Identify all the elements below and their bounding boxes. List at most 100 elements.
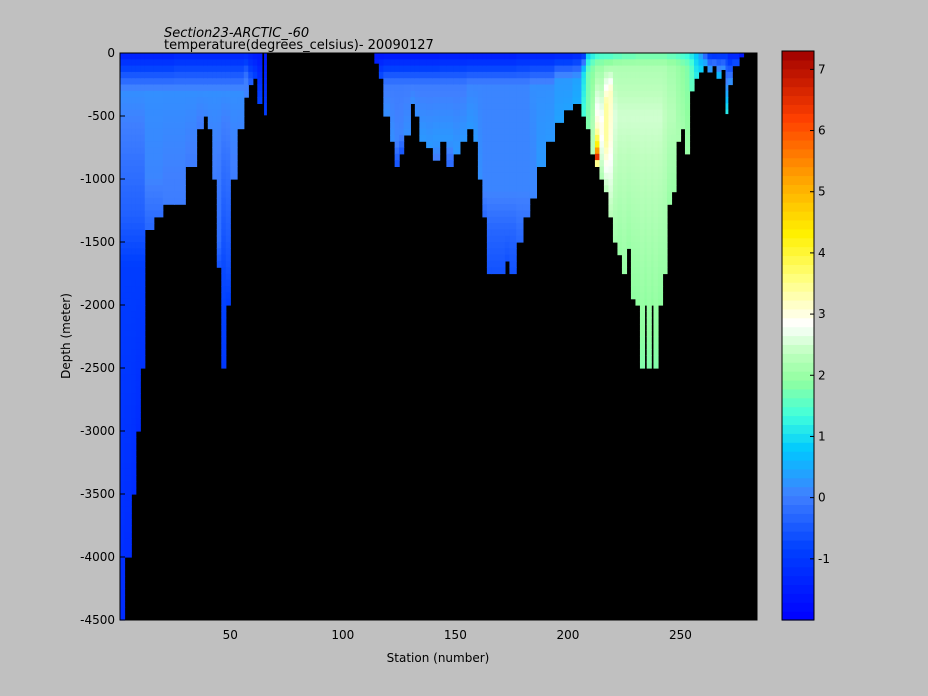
data-cell — [651, 103, 655, 111]
data-cell — [516, 147, 524, 155]
data-cell — [594, 97, 601, 104]
data-cell — [410, 84, 416, 92]
data-cell — [635, 109, 641, 117]
data-cell — [486, 185, 492, 193]
data-cell — [590, 71, 596, 79]
data-cell — [153, 172, 164, 180]
data-cell — [522, 153, 531, 161]
data-cell — [693, 65, 700, 73]
data-cell — [225, 53, 231, 60]
data-cell — [140, 78, 146, 86]
data-cell — [572, 53, 583, 60]
data-cell — [225, 191, 231, 199]
colorbar-swatch — [782, 273, 814, 283]
data-cell — [446, 90, 454, 98]
data-cell — [446, 71, 454, 79]
x-tick-label: 50 — [223, 628, 238, 642]
data-cell — [630, 78, 637, 86]
data-cell — [124, 59, 132, 67]
data-cell — [646, 349, 652, 356]
data-cell — [491, 128, 506, 136]
data-cell — [124, 393, 132, 401]
data-cell — [124, 141, 132, 149]
data-cell — [725, 71, 729, 79]
data-cell — [120, 361, 126, 369]
data-cell — [671, 166, 677, 174]
colorbar-swatch — [782, 531, 814, 541]
data-cell — [230, 59, 238, 67]
data-cell — [131, 78, 137, 86]
data-cell — [702, 53, 709, 60]
data-cell — [603, 153, 610, 161]
data-cell — [516, 204, 524, 212]
data-cell — [662, 53, 668, 60]
data-cell — [504, 122, 510, 130]
data-cell — [590, 116, 596, 123]
data-cell — [536, 141, 547, 149]
data-cell — [626, 71, 632, 79]
data-cell — [124, 160, 132, 167]
data-cell — [174, 160, 186, 167]
data-cell — [248, 71, 254, 79]
data-cell — [657, 248, 664, 256]
data-cell — [662, 78, 668, 86]
data-cell — [124, 134, 132, 142]
colorbar-swatch — [782, 326, 814, 337]
data-cell — [482, 172, 488, 180]
data-cell — [486, 122, 492, 130]
data-cell — [684, 122, 691, 130]
colorbar-swatch — [782, 451, 814, 461]
data-cell — [603, 141, 610, 149]
data-cell — [651, 179, 655, 186]
data-cell — [124, 525, 132, 533]
data-cell — [608, 65, 614, 73]
data-cell — [653, 311, 659, 319]
data-cell — [378, 53, 384, 60]
data-cell — [486, 128, 492, 136]
data-cell — [644, 109, 648, 117]
data-cell — [603, 179, 610, 186]
data-cell — [662, 97, 668, 104]
data-cell — [725, 59, 729, 67]
data-cell — [140, 59, 146, 67]
data-cell — [482, 59, 488, 67]
data-cell — [630, 147, 637, 155]
data-cell — [162, 172, 175, 180]
data-cell — [680, 103, 686, 111]
data-cell — [646, 71, 652, 79]
data-cell — [144, 166, 155, 174]
data-cell — [140, 65, 146, 73]
data-cell — [390, 122, 396, 130]
data-cell — [243, 78, 249, 86]
data-cell — [131, 412, 137, 419]
data-cell — [394, 147, 400, 155]
data-cell — [617, 122, 623, 130]
data-cell — [221, 349, 227, 356]
data-cell — [439, 122, 447, 130]
data-cell — [635, 153, 641, 161]
data-cell — [257, 78, 263, 86]
data-cell — [644, 160, 648, 167]
data-cell — [621, 78, 628, 86]
data-cell — [635, 116, 641, 123]
data-cell — [621, 160, 628, 167]
data-cell — [216, 122, 222, 130]
data-cell — [594, 65, 601, 73]
data-cell — [646, 355, 652, 363]
data-cell — [590, 103, 596, 111]
data-cell — [221, 116, 227, 123]
data-cell — [621, 248, 628, 256]
data-cell — [621, 97, 628, 104]
data-cell — [635, 273, 641, 281]
data-cell — [563, 71, 574, 79]
data-cell — [426, 78, 434, 86]
data-cell — [639, 197, 646, 205]
data-cell — [120, 475, 126, 482]
data-cell — [446, 147, 454, 155]
data-cell — [657, 279, 664, 287]
data-cell — [644, 254, 648, 262]
data-cell — [635, 97, 641, 104]
data-cell — [120, 172, 126, 180]
data-cell — [212, 103, 218, 111]
data-cell — [212, 141, 218, 149]
